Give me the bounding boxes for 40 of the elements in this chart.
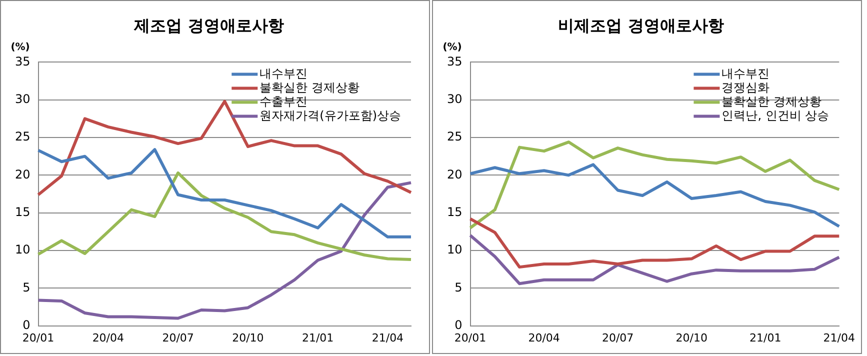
legend-label: 인력난, 인건비 상승 [722, 108, 830, 122]
y-tick-label: 30 [14, 92, 30, 106]
y-tick-label: 20 [14, 167, 30, 182]
y-tick-label: 20 [446, 167, 462, 182]
x-tick-label: 21/01 [302, 331, 334, 344]
y-tick-label: 5 [22, 280, 30, 294]
y-tick-label: 35 [446, 54, 462, 68]
y-tick-label: 10 [14, 242, 30, 257]
y-axis-title: (%) [10, 42, 30, 53]
legend-label: 불확실한 경제상황 [722, 94, 822, 108]
y-tick-label: 25 [446, 130, 462, 144]
y-tick-label: 30 [446, 92, 462, 106]
y-tick-label: 15 [446, 204, 462, 219]
x-tick-label: 20/01 [454, 331, 486, 344]
x-tick-label: 20/01 [22, 331, 54, 344]
x-tick-label: 20/04 [528, 331, 560, 344]
legend-label: 불확실한 경제상황 [260, 80, 360, 94]
y-tick-label: 35 [14, 54, 30, 68]
y-tick-label: 15 [14, 204, 30, 219]
y-tick-label: 0 [454, 318, 462, 332]
x-tick-label: 20/04 [92, 331, 124, 344]
x-tick-label: 21/04 [372, 331, 404, 344]
x-tick-label: 20/10 [676, 331, 708, 344]
y-tick-label: 5 [454, 280, 462, 294]
legend-label: 수출부진 [260, 94, 308, 108]
y-tick-label: 0 [22, 318, 30, 332]
y-axis-title: (%) [442, 42, 462, 53]
chart-title: 제조업 경영애로사항 [133, 16, 284, 35]
x-tick-label: 20/10 [232, 331, 264, 344]
chart-title: 비제조업 경영애로사항 [558, 16, 724, 35]
x-tick-label: 21/01 [750, 331, 782, 344]
legend-label: 경쟁심화 [722, 80, 770, 94]
legend-label: 내수부진 [722, 66, 770, 80]
y-tick-label: 10 [446, 242, 462, 257]
y-tick-label: 25 [14, 130, 30, 144]
legend-label: 원자재가격(유가포함)상승 [260, 108, 402, 122]
x-tick-label: 20/07 [162, 331, 194, 344]
legend-label: 내수부진 [260, 66, 308, 80]
x-tick-label: 20/07 [602, 331, 634, 344]
x-tick-label: 21/04 [823, 331, 855, 344]
